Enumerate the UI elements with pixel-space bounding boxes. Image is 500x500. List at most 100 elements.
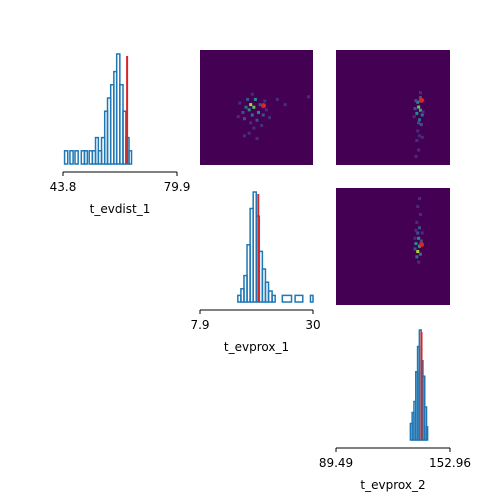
heatmap-cell [264,108,268,112]
histogram-bin [425,426,429,441]
heatmap-cell [418,244,422,248]
heatmap-cell [415,220,419,224]
heatmap-cell [416,100,420,104]
histogram-bin [294,294,304,303]
hist-panel-t-evprox-2: 89.49 152.96 t_evprox_2 [319,329,471,492]
heatmap-cell [307,95,311,99]
heatmap-cell [421,110,425,114]
x-axis-label: t_evprox_2 [360,478,425,492]
heatmap-cell [247,108,251,112]
histogram-bars [63,53,133,165]
heatmap-cell [417,148,421,152]
heatmap-cell [419,239,423,243]
heatmap-cell [414,99,418,103]
heatmap-cells [413,197,424,264]
heatmap-panel-evdist1-evprox1 [200,50,313,165]
heatmap-cell [241,110,245,114]
heatmap-cell [414,228,418,232]
heatmap-panel-evprox1-evprox2 [336,188,450,305]
heatmap-cell [413,107,417,111]
true-value-point [419,97,425,103]
histogram-bin [281,294,293,303]
heatmap-panel-evdist1-evprox2 [336,50,450,165]
heatmap-cell [417,105,421,109]
heatmap-cell [249,103,253,107]
heatmap-background [200,50,313,165]
heatmap-cell [263,99,267,103]
heatmap-cell [252,105,256,109]
heatmap-cell [246,97,250,101]
heatmap-background [336,188,450,305]
heatmap-cell [244,105,248,109]
x-tick-label-max: 152.96 [429,456,471,470]
heatmap-cell [255,118,259,122]
heatmap-cell [415,255,419,259]
heatmap-cell [260,123,264,127]
heatmap-cell [283,103,287,107]
heatmap-cell [249,121,253,125]
hist-panel-t-evdist-1: 43.8 79.9 t_evdist_1 [50,53,191,216]
histogram-bars [237,191,314,303]
histogram-bin [74,150,79,165]
heatmap-cell [418,134,422,138]
histogram-bin [83,150,89,165]
heatmap-cell [417,121,421,125]
heatmap-cell [257,110,261,114]
heatmap-cell [416,231,420,235]
heatmap-cells [412,91,425,158]
x-tick-label-max: 79.9 [164,180,191,194]
heatmap-cell [419,123,423,127]
heatmap-cell [250,113,254,117]
x-tick-label-min: 89.49 [319,456,353,470]
histogram-bin [423,406,428,441]
heatmap-cells [236,92,311,140]
heatmap-cell [416,129,420,133]
x-tick-label-max: 30 [305,318,320,332]
heatmap-cell [420,231,424,235]
heatmap-cell [413,236,417,240]
heatmap-cell [247,131,251,135]
heatmap-cell [253,97,257,101]
heatmap-cell [417,260,421,264]
heatmap-cell [238,101,242,105]
histogram-bars [409,329,429,441]
heatmap-cell [250,92,254,96]
heatmap-cell [418,91,422,95]
histogram-bin [309,294,314,303]
heatmap-cell [418,212,422,216]
heatmap-cell [255,136,259,140]
heatmap-cell [275,97,279,101]
heatmap-background [336,50,450,165]
x-axis-label: t_evdist_1 [90,202,151,216]
heatmap-cell [416,205,420,209]
heatmap-cell [415,111,419,115]
heatmap-cell [418,95,422,99]
heatmap-cell [242,117,246,121]
x-tick-label-min: 7.9 [190,318,209,332]
histogram-bin [128,150,133,165]
heatmap-cell [418,197,422,201]
true-value-point [419,242,425,248]
heatmap-cell [420,135,424,139]
true-value-point [261,103,267,109]
heatmap-cell [418,108,422,112]
heatmap-cell [418,226,422,230]
histogram-bin [63,150,69,165]
x-axis-label: t_evprox_1 [224,340,289,354]
heatmap-cell [412,115,416,119]
heatmap-cell [236,115,240,119]
heatmap-cell [261,113,265,117]
heatmap-cell [242,134,246,138]
histogram-bin [271,294,276,303]
heatmap-cell [414,154,418,158]
heatmap-cell [258,103,262,107]
heatmap-cell [267,116,271,120]
heatmap-cell [418,252,422,256]
heatmap-cell [417,236,421,240]
heatmap-cell [416,250,420,254]
heatmap-cell [420,113,424,117]
heatmap-cell [418,118,422,122]
heatmap-cell [414,242,418,246]
hist-panel-t-evprox-1: 7.9 30 t_evprox_1 [190,191,321,354]
